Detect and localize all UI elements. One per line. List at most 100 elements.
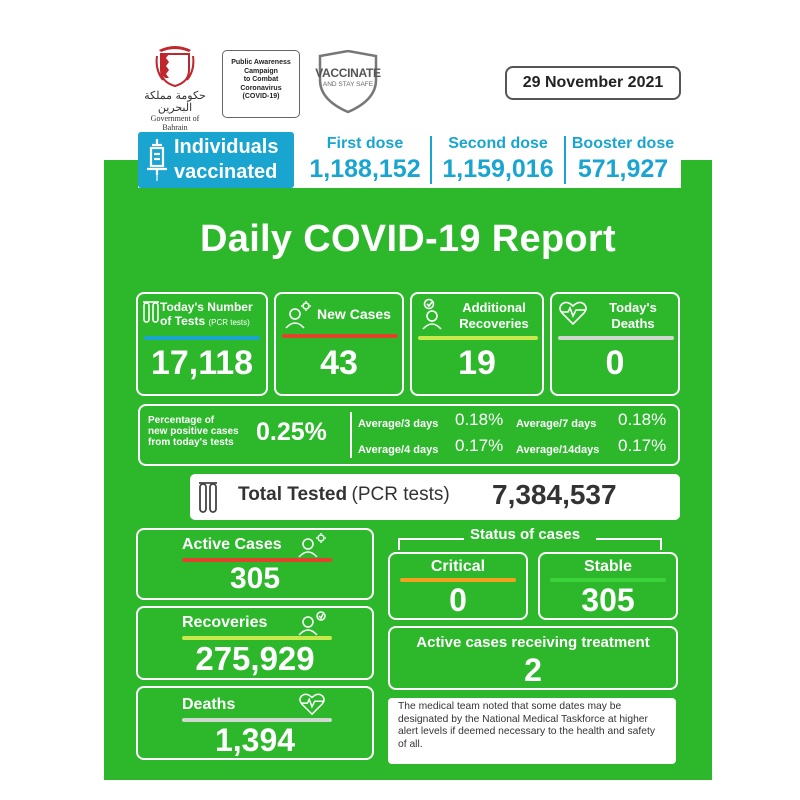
vaccinate-badge: VACCINATE AND STAY SAFE — [314, 50, 382, 114]
deaths-label-line1: Today's — [609, 300, 657, 315]
new-cases-label: New Cases — [317, 306, 391, 322]
recoveries-label-line1: Additional — [462, 300, 526, 315]
status-bracket — [398, 538, 464, 540]
campaign-line: Campaign — [244, 67, 278, 75]
report-date: 29 November 2021 — [505, 66, 681, 100]
deaths-total-bar — [182, 718, 332, 722]
deaths-bar — [558, 336, 674, 340]
campaign-line: (COVID-19) — [242, 93, 280, 100]
percentage-value: 0.25% — [256, 418, 327, 446]
status-title: Status of cases — [470, 526, 581, 543]
recovered-person-icon — [422, 298, 442, 330]
vaccinate-subtitle: AND STAY SAFE — [322, 81, 374, 88]
vaccinate-title: VACCINATE — [315, 66, 381, 80]
percentage-label-line2: new positive cases — [148, 426, 239, 437]
deaths-label-line2: Deaths — [611, 316, 655, 331]
virus-person-icon — [285, 301, 311, 329]
avg3-value: 0.18% — [455, 410, 504, 429]
percentage-label: Percentage of new positive cases from to… — [148, 415, 239, 448]
avg14-value: 0.17% — [618, 436, 667, 455]
treatment-label: Active cases receiving treatment — [416, 634, 650, 651]
treatment-card: Active cases receiving treatment 2 — [388, 626, 678, 690]
avg3-label: Average/3 days — [358, 418, 439, 430]
booster-dose-label: Booster dose — [571, 135, 675, 152]
booster-dose-value: 571,927 — [577, 155, 669, 183]
stable-label: Stable — [583, 558, 632, 575]
total-tested-value: 7,384,537 — [492, 479, 617, 510]
avg7-value: 0.18% — [618, 410, 667, 429]
second-dose: Second dose 1,159,016 — [432, 134, 564, 184]
avg4-label: Average/4 days — [358, 444, 439, 456]
first-dose-label: First dose — [326, 135, 404, 152]
second-dose-value: 1,159,016 — [442, 155, 554, 183]
treatment-value: 2 — [524, 652, 542, 688]
critical-bar — [400, 578, 516, 582]
stable-card: Stable 305 — [538, 552, 678, 620]
deaths-value: 0 — [605, 344, 625, 382]
recoveries-total-bar — [182, 636, 332, 640]
test-tubes-icon — [199, 482, 217, 513]
active-cases-bar — [182, 558, 332, 562]
first-dose-value: 1,188,152 — [309, 155, 421, 183]
percentage-box — [138, 404, 680, 466]
dose-divider — [564, 136, 566, 184]
vaccinated-line1: Individuals — [174, 136, 279, 158]
deaths-total-value: 1,394 — [214, 722, 296, 758]
total-tested-bar: Total Tested (PCR tests) 7,384,537 — [190, 474, 680, 520]
deaths-total-label: Deaths — [182, 696, 236, 713]
avg14-label: Average/14days — [516, 444, 600, 456]
individuals-vaccinated-label: Individuals vaccinated — [138, 132, 294, 188]
recoveries-total-label: Recoveries — [182, 614, 268, 631]
syringe-icon — [147, 139, 167, 181]
percentage-label-line3: from today's tests — [148, 437, 234, 448]
virus-person-icon — [298, 533, 326, 558]
bahrain-crest-icon — [155, 46, 195, 88]
gov-arabic-text: حكومة مملكة البحرين — [144, 89, 206, 114]
status-bracket — [398, 538, 400, 550]
campaign-badge: Public Awareness Campaign to Combat Coro… — [222, 50, 300, 118]
first-dose: First dose 1,188,152 — [300, 134, 430, 184]
avg4-value: 0.17% — [455, 436, 504, 455]
test-tubes-icon — [143, 301, 159, 323]
heartbeat-icon — [559, 301, 587, 326]
stable-bar — [550, 578, 666, 582]
active-cases-label: Active Cases — [182, 536, 282, 553]
deaths-total-card: Deaths 1,394 — [136, 686, 374, 760]
recoveries-total-value: 275,929 — [195, 640, 315, 677]
total-tested-label: Total Tested — [238, 484, 348, 505]
active-cases-value: 305 — [229, 562, 281, 595]
recoveries-label-line2: Recoveries — [459, 316, 529, 331]
report-title: Daily COVID-19 Report — [200, 218, 616, 260]
tests-card: Today's Number of Tests (PCR tests) 17,1… — [136, 292, 268, 396]
status-bracket — [660, 538, 662, 550]
critical-value: 0 — [449, 582, 467, 618]
second-dose-label: Second dose — [448, 135, 548, 152]
shield-icon — [318, 50, 378, 114]
tests-label-small: (PCR tests) — [208, 318, 250, 327]
report-panel — [104, 160, 712, 780]
active-cases-card: Active Cases 305 — [136, 528, 374, 600]
avg7-label: Average/7 days — [516, 418, 597, 430]
new-cases-value: 43 — [320, 344, 358, 382]
tests-label-line2: of Tests — [160, 314, 206, 328]
campaign-line: Coronavirus — [240, 84, 282, 92]
tests-value: 17,118 — [150, 344, 254, 382]
campaign-line: Public Awareness — [231, 59, 291, 66]
new-cases-card: New Cases 43 — [274, 292, 404, 396]
medical-note: The medical team noted that some dates m… — [388, 698, 676, 764]
gov-english-text: Government of Bahrain — [150, 114, 200, 132]
critical-card: Critical 0 — [388, 552, 528, 620]
new-cases-bar — [282, 334, 398, 338]
critical-label: Critical — [430, 558, 486, 575]
deaths-card: Today's Deaths 0 — [550, 292, 680, 396]
recovered-person-icon — [298, 611, 326, 636]
recoveries-total-card: Recoveries 275,929 — [136, 606, 374, 680]
tests-bar — [144, 336, 260, 340]
dose-divider — [430, 136, 432, 184]
status-bracket — [596, 538, 662, 540]
percentage-label-line1: Percentage of — [148, 415, 215, 426]
total-tested-sublabel: (PCR tests) — [351, 484, 450, 505]
recoveries-value: 19 — [458, 344, 496, 382]
tests-label-line1: Today's Number — [160, 300, 253, 314]
booster-dose: Booster dose 571,927 — [566, 134, 680, 184]
